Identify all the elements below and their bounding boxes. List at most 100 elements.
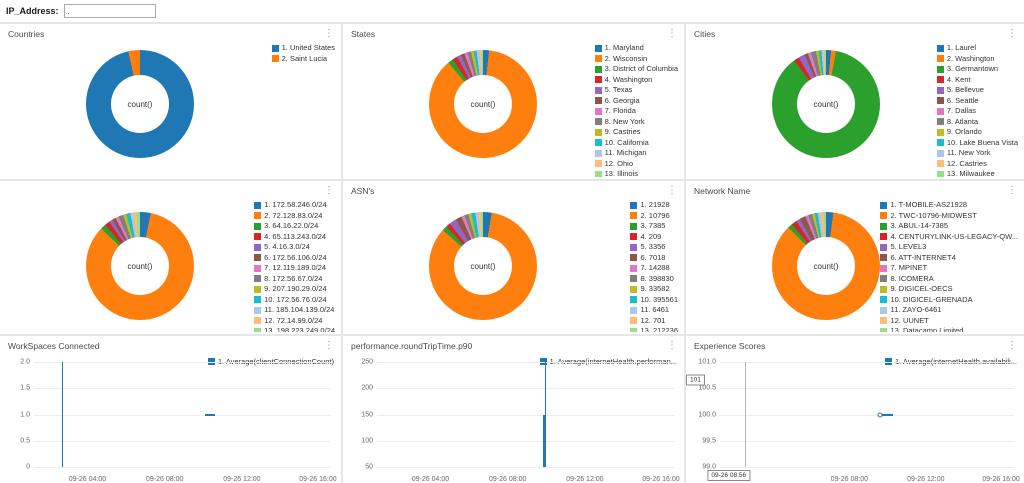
legend-item[interactable]: 10. California — [594, 138, 678, 149]
legend-item[interactable]: 3. 7385 — [630, 221, 678, 232]
legend-item[interactable]: 1. 172.58.246.0/24 — [254, 200, 335, 211]
legend-item[interactable]: 12. 701 — [630, 316, 678, 327]
legend-item[interactable]: 2. TWC-10796-MIDWEST — [880, 211, 1018, 222]
donut-chart-countries[interactable]: count() — [86, 50, 194, 158]
legend-swatch — [880, 327, 888, 332]
panel-header: Network Name ⋮ — [686, 181, 1024, 197]
kebab-menu-icon[interactable]: ⋮ — [667, 28, 677, 39]
chart-legend[interactable]: 1. Average(internetHealth.availabili... — [884, 357, 1017, 366]
legend-item[interactable]: 13. 212236 — [630, 326, 678, 332]
legend-item[interactable]: 12. Castries — [936, 159, 1018, 170]
donut-hole: count() — [111, 237, 169, 295]
legend-item[interactable]: 7. Florida — [594, 106, 678, 117]
legend-item[interactable]: 8. New York — [594, 117, 678, 128]
legend-item[interactable]: 4. 209 — [630, 232, 678, 243]
kebab-menu-icon[interactable]: ⋮ — [1007, 28, 1017, 39]
kebab-menu-icon[interactable]: ⋮ — [1007, 185, 1017, 196]
legend-item[interactable]: 4. Washington — [594, 75, 678, 86]
kebab-menu-icon[interactable]: ⋮ — [324, 185, 334, 196]
legend-item[interactable]: 1. Maryland — [594, 43, 678, 54]
legend-item[interactable]: 7. 14288 — [630, 263, 678, 274]
legend-item[interactable]: 2. Saint Lucia — [271, 54, 335, 65]
legend-item[interactable]: 13. 198.223.249.0/24 — [254, 326, 335, 332]
legend-swatch — [936, 44, 944, 52]
legend-item[interactable]: 3. Germantown — [936, 64, 1018, 75]
legend-item[interactable]: 3. 64.16.22.0/24 — [254, 221, 335, 232]
legend-item[interactable]: 2. 72.128.83.0/24 — [254, 211, 335, 222]
legend-item[interactable]: 7. MPINET — [880, 263, 1018, 274]
kebab-menu-icon[interactable]: ⋮ — [667, 340, 677, 351]
legend-item[interactable]: 1. T-MOBILE-AS21928 — [880, 200, 1018, 211]
legend-item[interactable]: 7. Dallas — [936, 106, 1018, 117]
legend-item[interactable]: 12. 72.14.99.0/24 — [254, 316, 335, 327]
legend-item[interactable]: 13. Datacamp Limited — [880, 326, 1018, 332]
donut-chart-subnets[interactable]: count() — [86, 212, 194, 320]
chart-legend[interactable]: 1. Average(internetHealth.performan... — [539, 357, 677, 366]
legend-item[interactable]: 7. 12.119.189.0/24 — [254, 263, 335, 274]
legend-item[interactable]: 9. Castries — [594, 127, 678, 138]
legend-item[interactable]: 8. 172.56.67.0/24 — [254, 274, 335, 285]
legend-item[interactable]: 5. 4.16.3.0/24 — [254, 242, 335, 253]
legend-item[interactable]: 8. ICOMERA — [880, 274, 1018, 285]
donut-chart-asns[interactable]: count() — [429, 212, 537, 320]
legend-item[interactable]: 10. Lake Buena Vista — [936, 138, 1018, 149]
legend-item[interactable]: 6. ATT-INTERNET4 — [880, 253, 1018, 264]
legend-item[interactable]: 6. 172.56.106.0/24 — [254, 253, 335, 264]
kebab-menu-icon[interactable]: ⋮ — [667, 185, 677, 196]
legend-item[interactable]: 1. Laurel — [936, 43, 1018, 54]
legend-swatch — [630, 285, 638, 293]
legend-item[interactable]: 4. CENTURYLINK-US-LEGACY-QW... — [880, 232, 1018, 243]
legend-item[interactable]: 10. 172.56.76.0/24 — [254, 295, 335, 306]
legend-item[interactable]: 9. DIGICEL-OECS — [880, 284, 1018, 295]
legend-item[interactable]: 9. 33582 — [630, 284, 678, 295]
chart-legend[interactable]: 1. Average(clientConnectionCount) — [207, 357, 334, 366]
legend-item[interactable]: 10. DIGICEL-GRENADA — [880, 295, 1018, 306]
ip-address-input[interactable] — [63, 4, 156, 18]
legend-swatch — [936, 107, 944, 115]
legend-item[interactable]: 11. ZAYO-6461 — [880, 305, 1018, 316]
legend-item[interactable]: 11. 6461 — [630, 305, 678, 316]
legend-item[interactable]: 12. Ohio — [594, 159, 678, 170]
panel-title: States — [351, 29, 376, 39]
legend-item[interactable]: 5. Bellevue — [936, 85, 1018, 96]
legend-item[interactable]: 5. 3356 — [630, 242, 678, 253]
line-chart-round-trip-time[interactable]: 250 200 150 100 50 09-26 04:00 09-26 08:00 09-2… — [361, 359, 679, 483]
panel-header: Experience Scores ⋮ — [686, 336, 1024, 352]
legend-item[interactable]: 9. 207.190.29.0/24 — [254, 284, 335, 295]
legend-item[interactable]: 2. Wisconsin — [594, 54, 678, 65]
legend-item[interactable]: 2. 10796 — [630, 211, 678, 222]
kebab-menu-icon[interactable]: ⋮ — [324, 28, 334, 39]
legend-item[interactable]: 11. New York — [936, 148, 1018, 159]
legend-item[interactable]: 13. Milwaukee — [936, 169, 1018, 177]
legend-item[interactable]: 3. ABUL-14-7385 — [880, 221, 1018, 232]
kebab-menu-icon[interactable]: ⋮ — [324, 340, 334, 351]
legend-item[interactable]: 8. Atlanta — [936, 117, 1018, 128]
legend-item[interactable]: 6. Georgia — [594, 96, 678, 107]
legend-item[interactable]: 10. 395561 — [630, 295, 678, 306]
line-chart-experience-scores[interactable]: 101.0 100.5 100.0 99.5 99.0 09-26 08:00 09-26 … — [686, 359, 1020, 483]
legend-item[interactable]: 4. Kent — [936, 75, 1018, 86]
legend-item[interactable]: 5. LEVEL3 — [880, 242, 1018, 253]
legend-item[interactable]: 4. 65.113.243.0/24 — [254, 232, 335, 243]
legend-item[interactable]: 6. 7018 — [630, 253, 678, 264]
donut-chart-cities[interactable]: count() — [772, 50, 880, 158]
legend-swatch — [594, 160, 602, 167]
legend-item[interactable]: 2. Washington — [936, 54, 1018, 65]
legend-item[interactable]: 12. UUNET — [880, 316, 1018, 327]
legend-item[interactable]: 1. United States — [271, 43, 335, 54]
legend-item[interactable]: 6. Seattle — [936, 96, 1018, 107]
legend-item[interactable]: 13. Illinois — [594, 169, 678, 177]
legend-item[interactable]: 8. 398830 — [630, 274, 678, 285]
legend-item[interactable]: 5. Texas — [594, 85, 678, 96]
legend-item[interactable]: 3. District of Columbia — [594, 64, 678, 75]
legend-item[interactable]: 11. 185.104.139.0/24 — [254, 305, 335, 316]
donut-chart-network-name[interactable]: count() — [772, 212, 880, 320]
x-axis-tick-label: 09-26 16:00 — [299, 476, 337, 483]
kebab-menu-icon[interactable]: ⋮ — [1007, 340, 1017, 351]
legend-item[interactable]: 1. 21928 — [630, 200, 678, 211]
donut-chart-states[interactable]: count() — [429, 50, 537, 158]
legend-item[interactable]: 9. Orlando — [936, 127, 1018, 138]
gridline — [34, 467, 331, 468]
legend-item[interactable]: 11. Michigan — [594, 148, 678, 159]
line-chart-workspaces[interactable]: 2.0 1.5 1.0 0.5 0 09-26 04:00 09-26 08:00 09-26… — [20, 359, 336, 483]
